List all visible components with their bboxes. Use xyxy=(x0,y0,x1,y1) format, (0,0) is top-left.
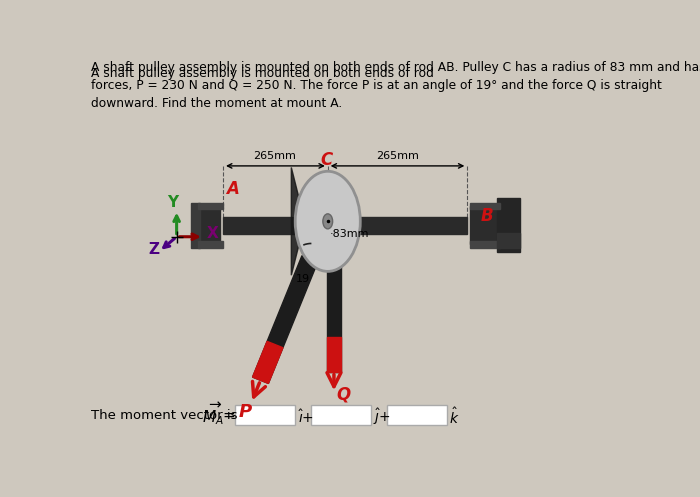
Text: A: A xyxy=(226,180,239,198)
Text: =: = xyxy=(223,408,235,423)
Polygon shape xyxy=(253,255,318,383)
Bar xyxy=(223,217,468,234)
Text: A shaft pulley assembly is mounted on both ends of rod AB. Pulley C has a radius: A shaft pulley assembly is mounted on bo… xyxy=(92,61,700,110)
Bar xyxy=(500,203,509,248)
Bar xyxy=(497,198,520,252)
Polygon shape xyxy=(327,264,341,372)
FancyBboxPatch shape xyxy=(386,406,447,425)
Text: 265mm: 265mm xyxy=(253,151,297,162)
Text: $\hat{\imath}$+: $\hat{\imath}$+ xyxy=(298,409,314,425)
Text: $\hat{\jmath}$+: $\hat{\jmath}$+ xyxy=(374,407,391,427)
Text: Z: Z xyxy=(148,242,159,257)
Text: P: P xyxy=(239,403,251,421)
Text: Q: Q xyxy=(336,385,350,404)
FancyBboxPatch shape xyxy=(234,406,295,425)
Bar xyxy=(470,242,500,248)
Text: ·83mm: ·83mm xyxy=(329,229,369,239)
Bar xyxy=(198,242,223,248)
Text: The moment vector is: The moment vector is xyxy=(92,409,242,422)
Bar xyxy=(470,203,500,209)
Ellipse shape xyxy=(295,171,360,271)
Bar xyxy=(497,233,520,248)
Text: X: X xyxy=(207,226,218,241)
Text: 265mm: 265mm xyxy=(376,151,419,162)
FancyBboxPatch shape xyxy=(311,406,371,425)
Text: 19: 19 xyxy=(296,274,310,284)
Text: C: C xyxy=(320,151,332,169)
Polygon shape xyxy=(327,337,341,372)
Polygon shape xyxy=(253,341,283,383)
Polygon shape xyxy=(291,167,316,275)
Text: $\overrightarrow{M_A}$: $\overrightarrow{M_A}$ xyxy=(202,400,224,426)
Bar xyxy=(190,203,200,248)
Text: A shaft pulley assembly is mounted on both ends of rod: A shaft pulley assembly is mounted on bo… xyxy=(92,67,438,81)
Ellipse shape xyxy=(323,214,332,229)
Bar xyxy=(470,206,500,245)
Bar xyxy=(198,206,220,245)
Text: $\hat{k}$: $\hat{k}$ xyxy=(449,407,460,427)
Bar xyxy=(198,203,223,209)
Text: B: B xyxy=(480,207,493,225)
Text: Y: Y xyxy=(167,195,178,210)
